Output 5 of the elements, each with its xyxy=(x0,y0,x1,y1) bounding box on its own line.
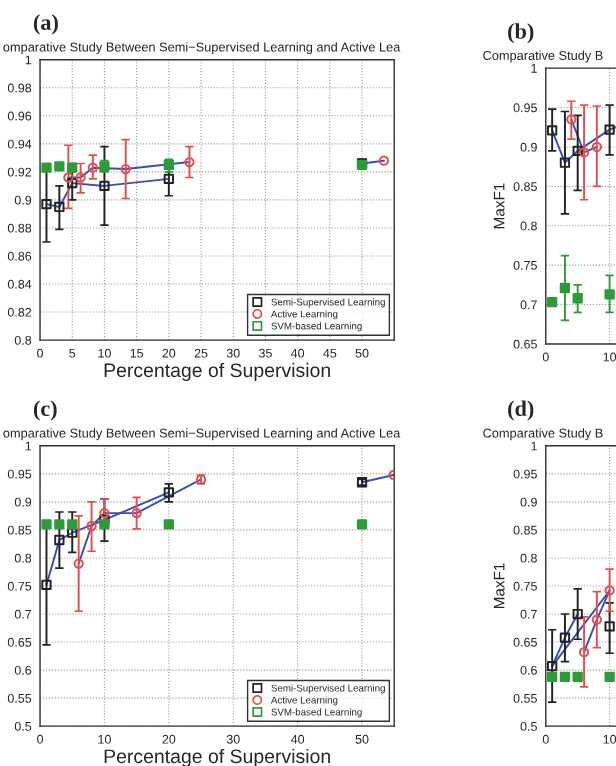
text: (a) xyxy=(33,14,58,35)
text: (b) xyxy=(508,23,534,44)
x-axis-title: Percentage of Supervision xyxy=(104,362,330,381)
text: (d) xyxy=(508,400,534,421)
text: (c) xyxy=(33,400,57,421)
